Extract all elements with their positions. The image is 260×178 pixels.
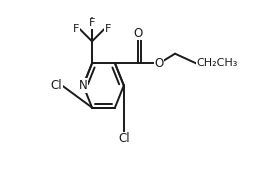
Text: O: O [154,57,164,70]
Text: Cl: Cl [118,132,130,145]
Text: F: F [89,18,95,28]
Text: F: F [105,24,111,34]
Text: O: O [133,27,142,40]
Text: F: F [73,24,80,34]
Text: N: N [79,79,88,92]
Text: CH₂CH₃: CH₂CH₃ [196,58,238,68]
Text: Cl: Cl [50,79,62,92]
